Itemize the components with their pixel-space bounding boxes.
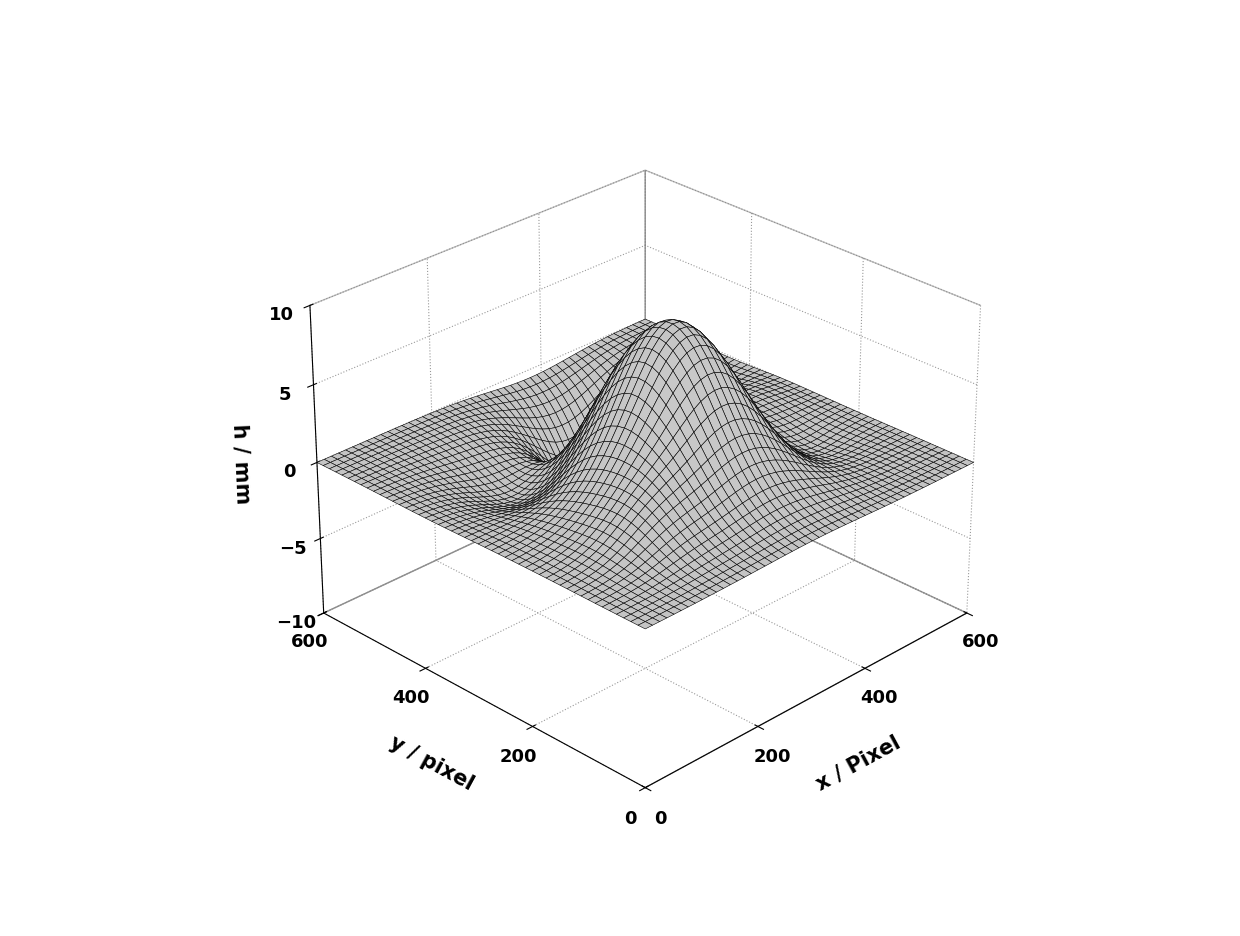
Y-axis label: y / pixel: y / pixel (387, 732, 477, 794)
X-axis label: x / Pixel: x / Pixel (813, 732, 904, 794)
